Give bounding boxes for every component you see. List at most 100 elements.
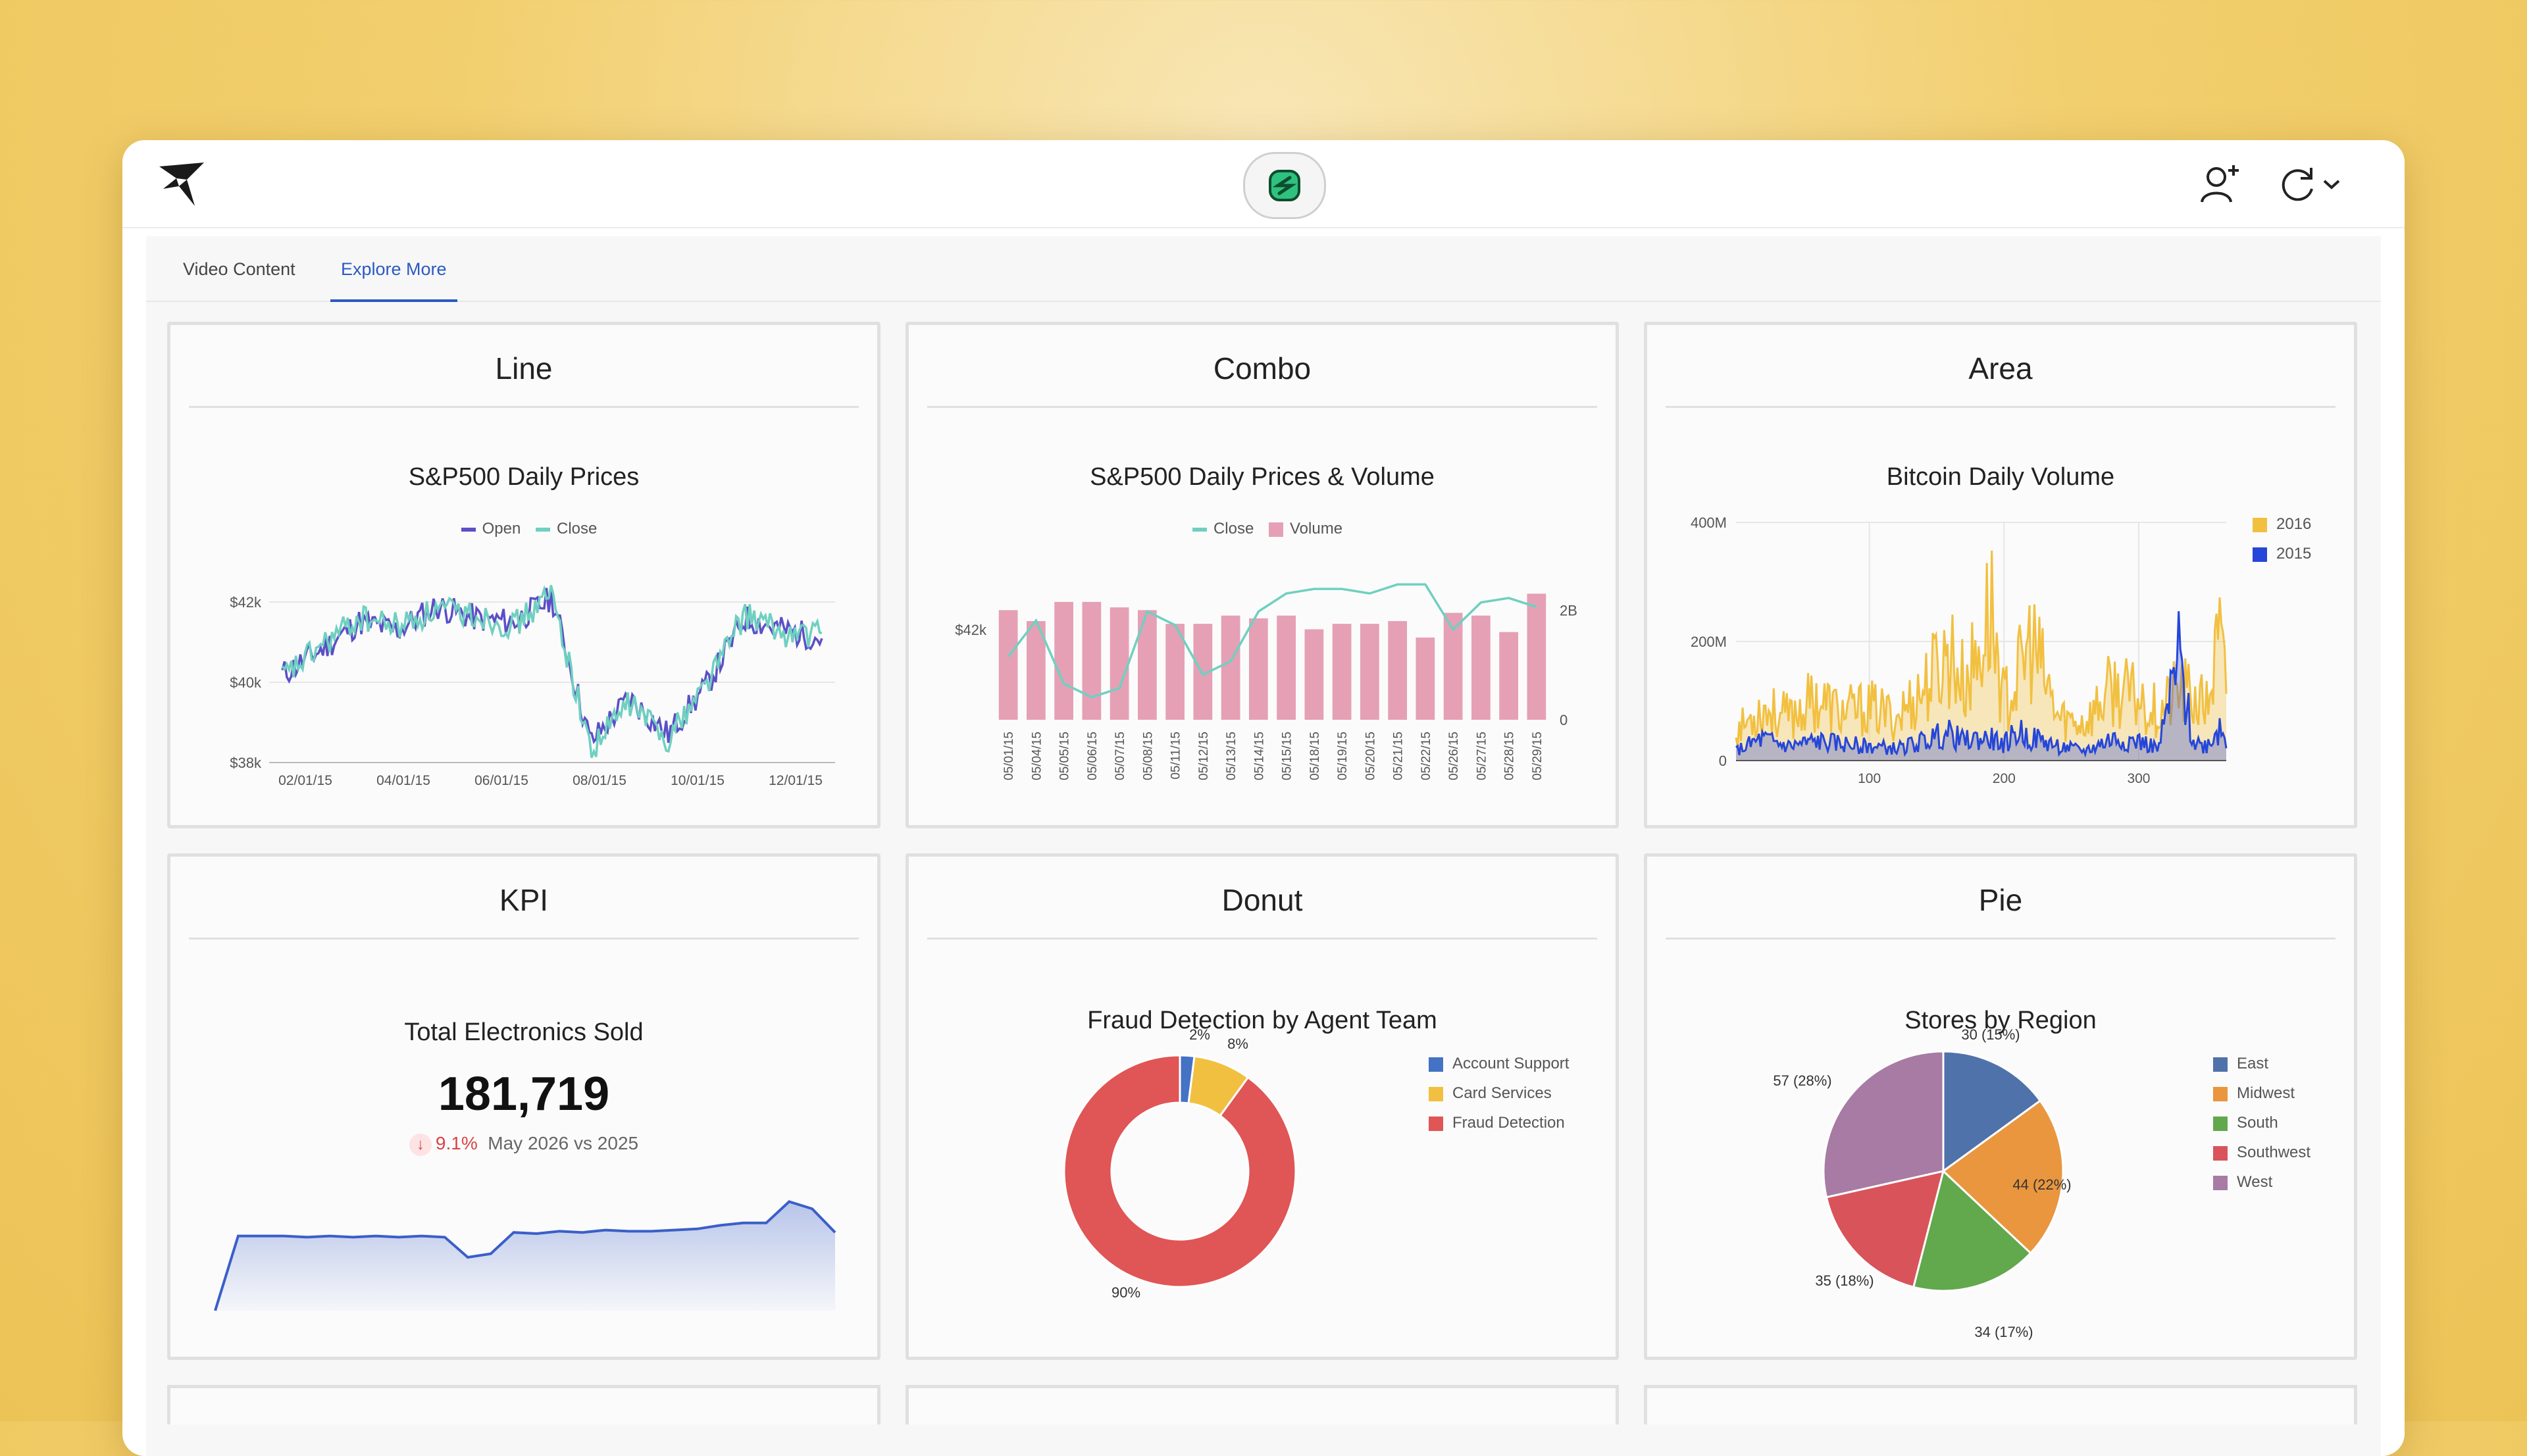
x-tick-label: 05/21/15 <box>1392 732 1406 780</box>
y-tick-label: $42k <box>230 594 262 611</box>
y-tick-label: $40k <box>230 674 262 691</box>
x-tick-label: 02/01/15 <box>278 773 332 788</box>
x-tick-label: 05/20/15 <box>1364 732 1377 780</box>
chart-legend: East Midwest South Southwest West <box>2213 1049 2310 1197</box>
slice-label: 44 (22%) <box>2012 1176 2071 1193</box>
card-partial[interactable] <box>167 1385 881 1424</box>
x-tick-label: 300 <box>2127 771 2150 786</box>
x-tick-label: 05/06/15 <box>1086 732 1100 780</box>
x-tick-label: 200 <box>1993 771 2016 786</box>
legend-swatch-close <box>1192 527 1207 532</box>
x-tick-label: 05/04/15 <box>1030 732 1044 780</box>
x-tick-label: 05/22/15 <box>1419 732 1433 780</box>
dashboard-content: Video Content Explore More Line S&P500 D… <box>146 236 2381 1456</box>
card-partial[interactable] <box>906 1385 1619 1424</box>
x-tick-label: 06/01/15 <box>474 773 528 788</box>
pie-slice <box>1942 1050 2042 1173</box>
x-tick-label: 05/27/15 <box>1475 732 1489 780</box>
area-chart: 400M 200M 0 100 200 300 <box>1691 515 2228 786</box>
x-tick-label: 05/05/15 <box>1058 732 1072 780</box>
card-title: KPI <box>189 874 859 940</box>
card-title: Combo <box>927 342 1597 408</box>
volume-bar <box>1304 629 1324 720</box>
series-line-2015 <box>1735 611 2228 758</box>
card-title: Donut <box>927 874 1597 940</box>
legend-swatch-east <box>2213 1057 2228 1072</box>
tab-bar: Video Content Explore More <box>146 236 2381 302</box>
x-tick-label: 05/26/15 <box>1447 732 1461 780</box>
card-title: Pie <box>1666 874 2336 940</box>
kpi-comparison: ↓ 9.1% May 2026 vs 2025 <box>170 1133 877 1156</box>
x-tick-label: 08/01/15 <box>573 773 626 788</box>
legend-swatch-close <box>536 527 551 532</box>
donut-chart: 2% 8% 90% <box>1063 1026 1297 1301</box>
legend-label-close: Close <box>557 520 598 538</box>
pie-slice <box>1822 1050 1945 1199</box>
kpi-period: May 2026 vs 2025 <box>488 1133 639 1153</box>
legend-label-open: Open <box>482 520 521 538</box>
volume-bar <box>1499 632 1518 720</box>
volume-bar <box>1332 624 1352 720</box>
line-card[interactable]: Line S&P500 Daily Prices Open Close $42k… <box>167 322 881 828</box>
x-tick-label: 12/01/15 <box>769 773 823 788</box>
x-tick-label: 05/14/15 <box>1252 732 1266 780</box>
pie-card[interactable]: Pie Stores by Region East Midwest South … <box>1644 853 2357 1360</box>
volume-bar <box>1082 601 1102 720</box>
x-tick-label: 05/29/15 <box>1531 732 1544 780</box>
refresh-icon[interactable] <box>2273 160 2322 209</box>
kpi-sparkline <box>214 1200 836 1311</box>
chevron-down-icon[interactable] <box>2315 160 2348 209</box>
kpi-change: 9.1% <box>435 1133 478 1153</box>
legend-swatch-open <box>461 527 476 532</box>
chart-legend: 2016 2015 <box>2253 509 2311 568</box>
x-tick-label: 05/01/15 <box>1002 732 1016 780</box>
tab-video-content[interactable]: Video Content <box>183 259 295 279</box>
legend-label: West <box>2237 1173 2273 1191</box>
legend-label: Card Services <box>1452 1084 1552 1102</box>
combo-card[interactable]: Combo S&P500 Daily Prices & Volume Close… <box>906 322 1619 828</box>
tab-explore-more[interactable]: Explore More <box>330 256 457 302</box>
card-title: Line <box>189 342 859 408</box>
volume-bar <box>1416 638 1435 720</box>
y-tick-label: 0 <box>1719 753 1727 769</box>
legend-label-2016: 2016 <box>2276 515 2312 533</box>
sparkline-line <box>214 1200 836 1311</box>
volume-bar <box>1165 624 1185 720</box>
chart-legend: Open Close <box>170 520 877 538</box>
y-tick-label: 400M <box>1691 515 1727 531</box>
chart-legend: Account Support Card Services Fraud Dete… <box>1429 1049 1569 1138</box>
x-tick-label: 10/01/15 <box>671 773 725 788</box>
x-tick-label: 04/01/15 <box>376 773 430 788</box>
chart-title: S&P500 Daily Prices <box>408 463 640 491</box>
app-window: Video Content Explore More Line S&P500 D… <box>122 140 2405 1456</box>
x-tick-label: 05/12/15 <box>1197 732 1211 780</box>
combo-chart: 05/01/15 05/04/15 05/05/15 05/06/15 05/07/15… <box>955 583 1577 780</box>
volume-bar <box>1388 621 1407 720</box>
legend-label: Account Support <box>1452 1055 1570 1072</box>
legend-swatch-south <box>2213 1116 2228 1131</box>
y-tick-label: $38k <box>230 755 262 771</box>
legend-label-2015: 2015 <box>2276 545 2312 563</box>
series-area-2016 <box>1736 550 2226 761</box>
volume-bar <box>1054 601 1073 720</box>
legend-swatch-2015 <box>2253 547 2267 562</box>
bird-logo-icon[interactable] <box>157 160 209 209</box>
x-tick-label: 05/07/15 <box>1113 732 1127 780</box>
add-user-icon[interactable] <box>2195 160 2244 209</box>
s-badge-icon[interactable] <box>1243 152 1326 219</box>
pie-slice <box>1941 1099 2064 1255</box>
sparkline-area <box>215 1201 835 1311</box>
donut-card[interactable]: Donut Fraud Detection by Agent Team Acco… <box>906 853 1619 1360</box>
chart-legend: Close Volume <box>909 520 1616 538</box>
area-card[interactable]: Area Bitcoin Daily Volume 2016 2015 400M… <box>1644 322 2357 828</box>
kpi-card[interactable]: KPI Total Electronics Sold 181,719 ↓ 9.1%… <box>167 853 881 1360</box>
chart-title: Stores by Region <box>1904 1007 2097 1034</box>
slice-label: 90% <box>1111 1284 1140 1301</box>
volume-bar <box>1110 607 1129 720</box>
card-partial[interactable] <box>1644 1385 2357 1424</box>
x-tick-label: 05/08/15 <box>1141 732 1155 780</box>
slice-label: 30 (15%) <box>1961 1026 2020 1043</box>
legend-swatch-fraud-detection <box>1429 1116 1443 1131</box>
x-tick-label: 100 <box>1858 771 1881 786</box>
series-line-2016 <box>1735 550 2228 747</box>
